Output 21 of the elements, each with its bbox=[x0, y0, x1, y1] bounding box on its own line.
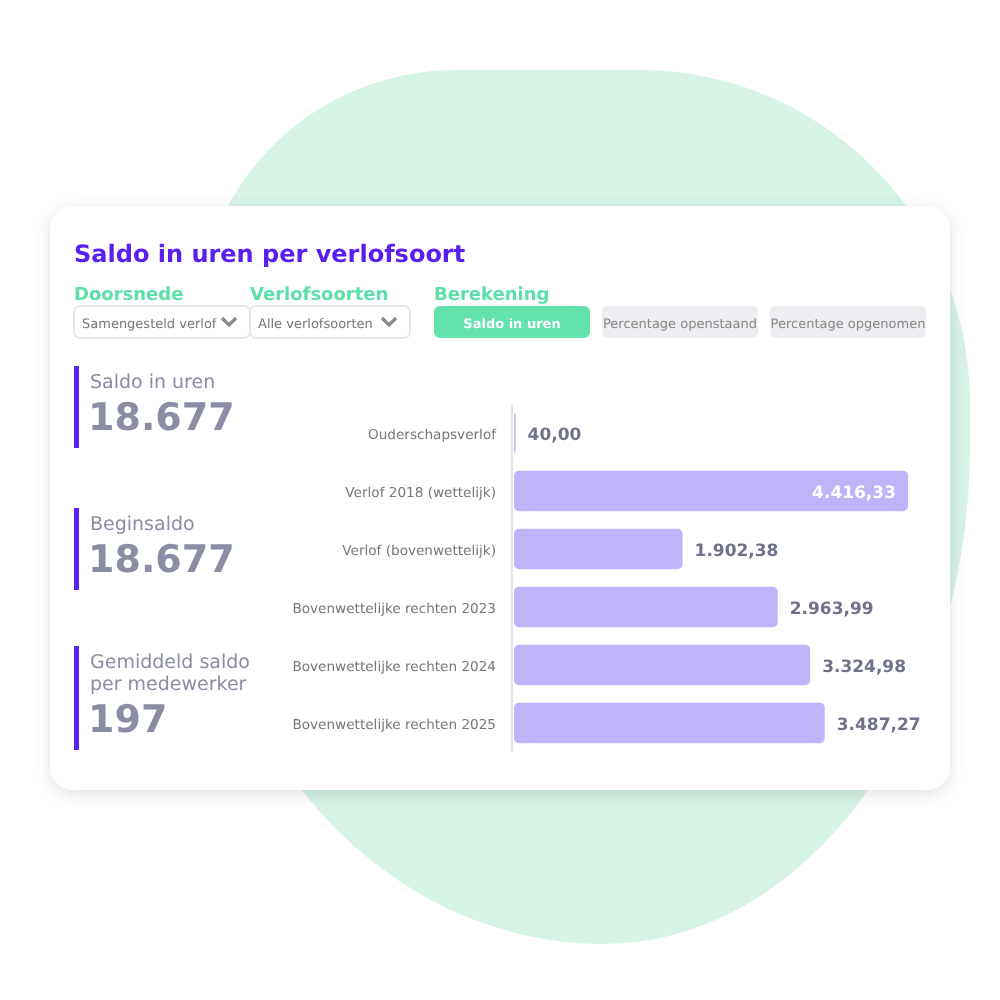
bar bbox=[514, 586, 778, 628]
text: Gemiddeld saldo per medewerker bbox=[90, 652, 251, 696]
bar bbox=[514, 528, 683, 570]
text: 18.677 bbox=[88, 538, 235, 582]
data-label: 2.963,99 bbox=[789, 600, 874, 620]
bar bbox=[514, 702, 825, 744]
text: Verlofsoorten bbox=[250, 286, 389, 306]
data-label: 3.487,27 bbox=[836, 716, 921, 736]
data-label: 4.416,33 bbox=[812, 484, 897, 504]
text: Saldo in uren bbox=[90, 372, 216, 394]
text: Saldo in uren per verlofsoort bbox=[74, 240, 466, 268]
text: 197 bbox=[88, 698, 168, 742]
data-label: 3.324,98 bbox=[822, 658, 907, 678]
text: Berekening bbox=[434, 286, 550, 306]
bar bbox=[514, 644, 811, 686]
text: Doorsnede bbox=[74, 286, 184, 306]
data-label: 40,00 bbox=[527, 426, 582, 446]
data-label: 1.902,38 bbox=[694, 542, 779, 562]
bar bbox=[514, 470, 908, 512]
text: Beginsaldo bbox=[90, 514, 195, 536]
text: 18.677 bbox=[88, 396, 235, 440]
